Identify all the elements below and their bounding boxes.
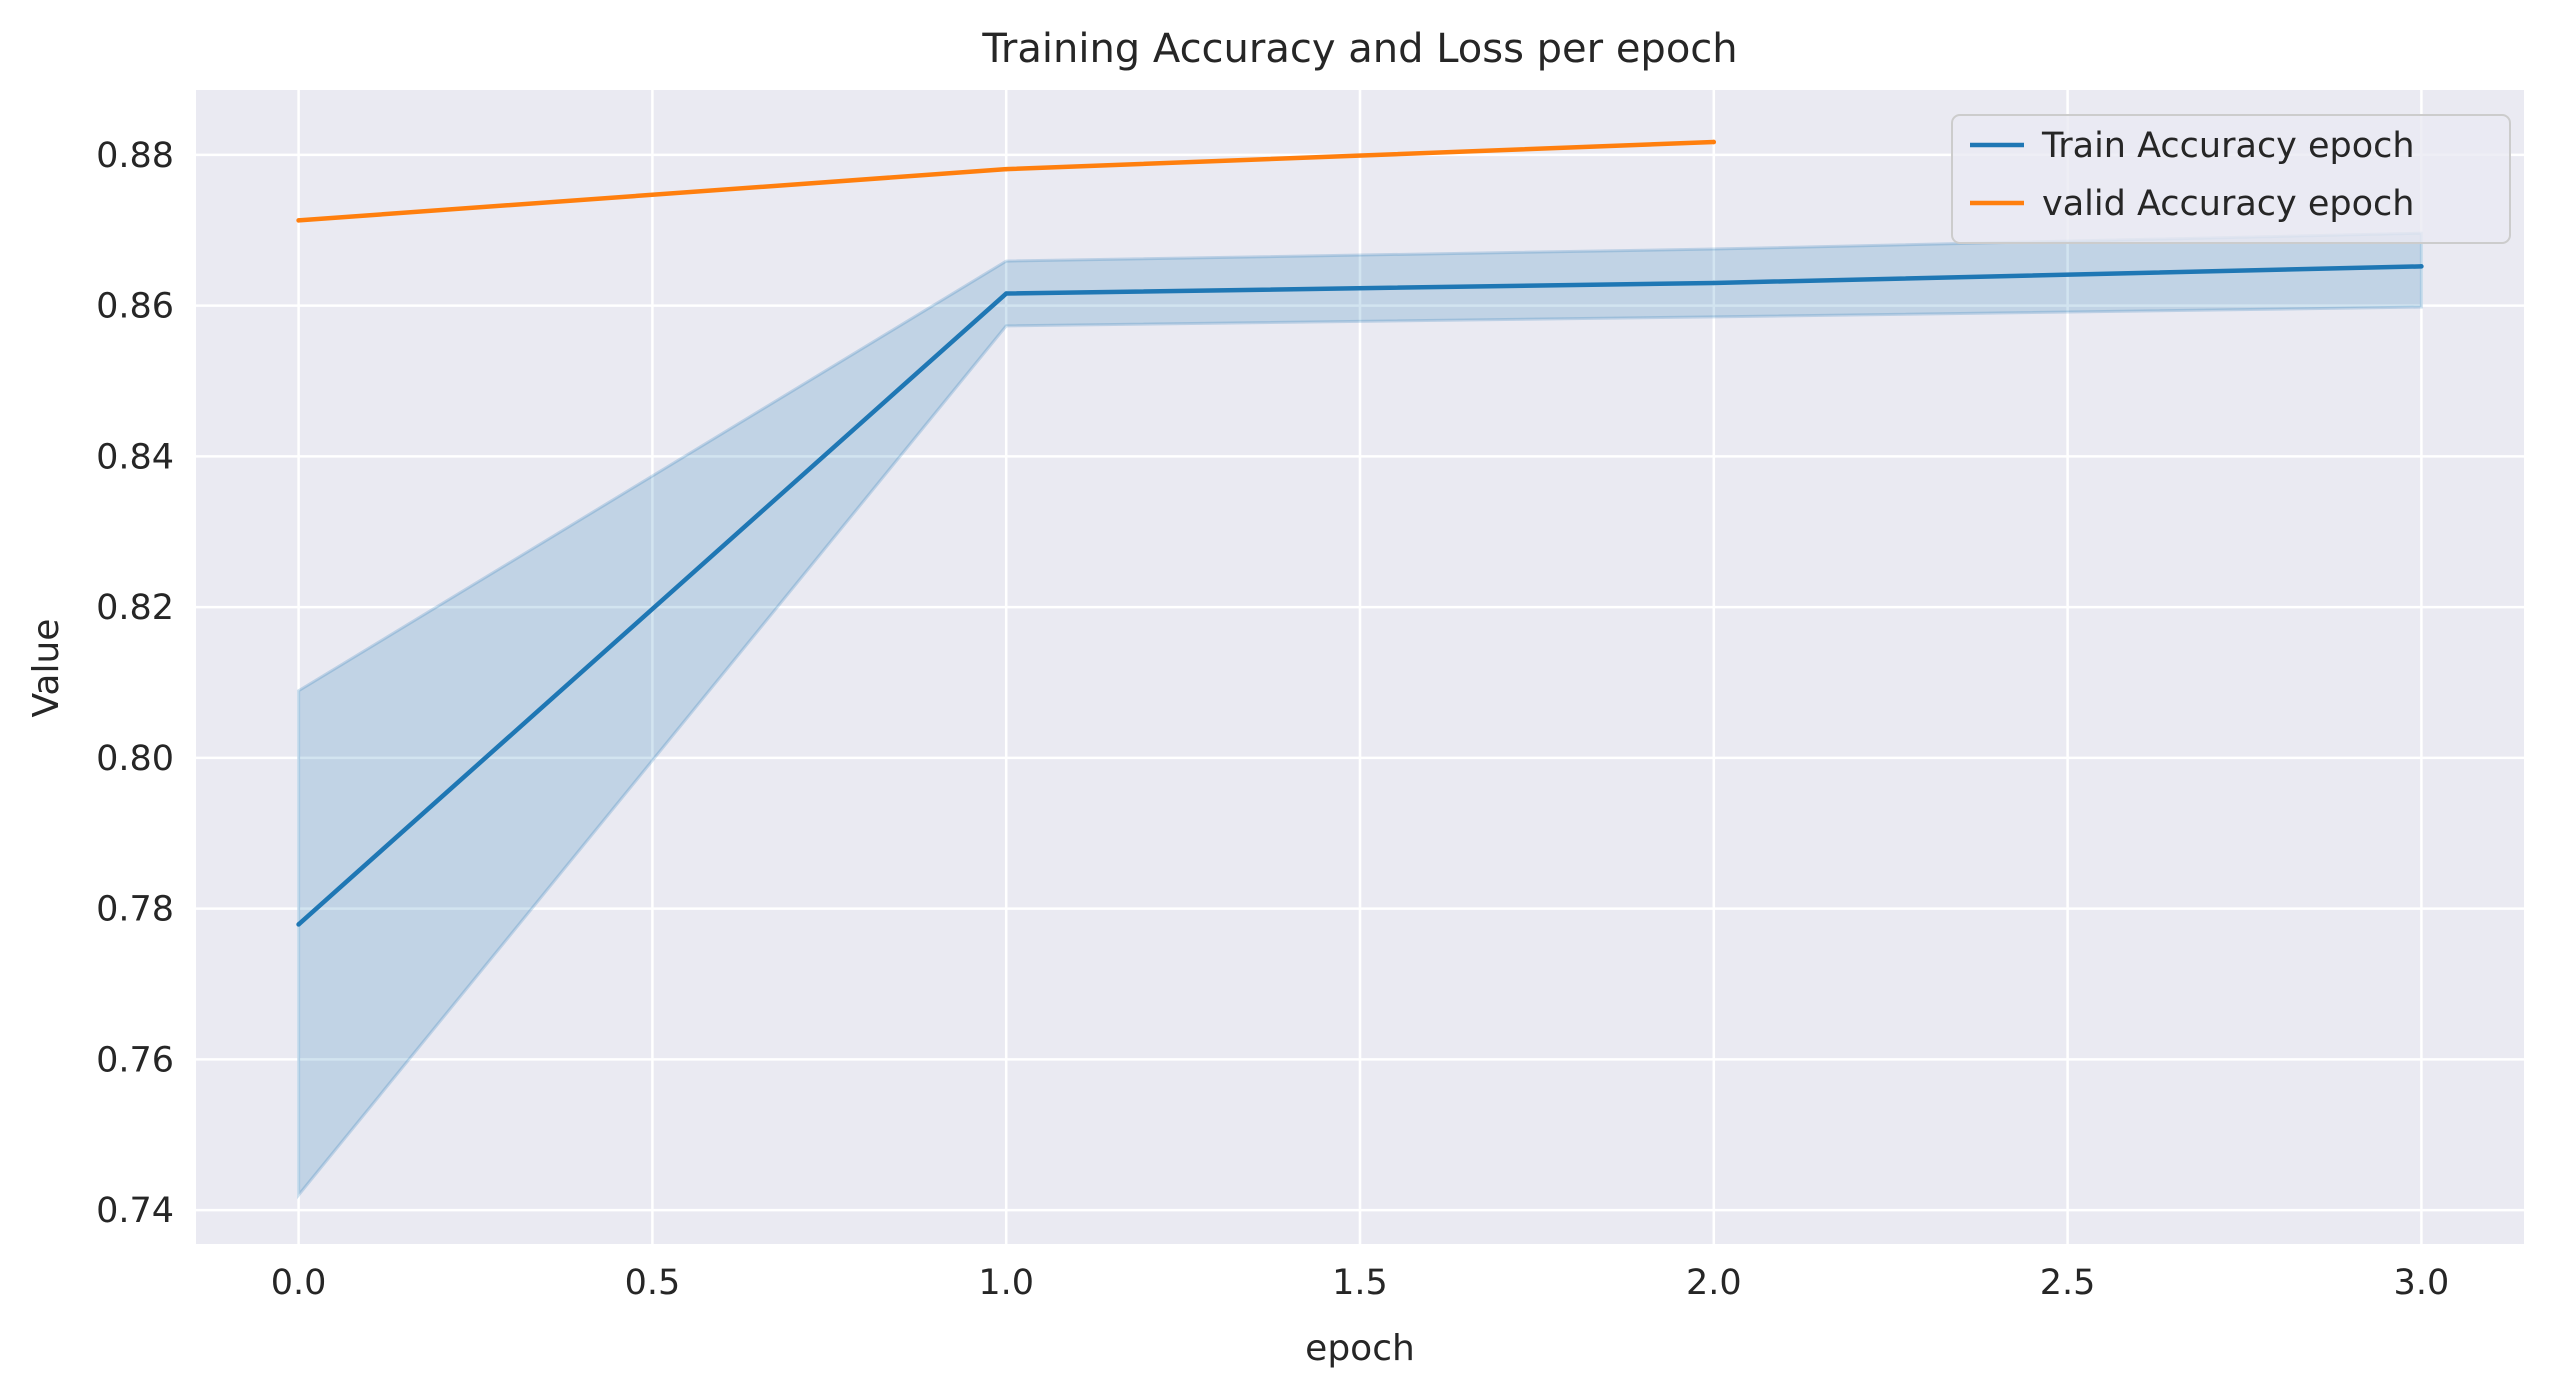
data-point-1 — [1711, 139, 1716, 145]
series-lines — [296, 139, 2424, 927]
y-tick-label: 0.86 — [96, 287, 174, 327]
y-tick-label: 0.88 — [96, 136, 174, 176]
y-tick-labels: 0.74 0.76 0.78 0.80 0.82 0.84 0.86 0.88 — [96, 136, 174, 1231]
chart-title: Training Accuracy and Loss per epoch — [981, 26, 1737, 72]
y-tick-label: 0.82 — [96, 588, 174, 628]
legend-label-1: valid Accuracy epoch — [2042, 184, 2414, 224]
data-point-0 — [1004, 291, 1009, 296]
y-tick-label: 0.78 — [96, 890, 174, 930]
x-tick-labels: 0.0 0.5 1.0 1.5 2.0 2.5 3.0 — [271, 1263, 2449, 1303]
x-tick-label: 1.5 — [1332, 1263, 1388, 1303]
x-tick-label: 3.0 — [2394, 1263, 2450, 1303]
x-tick-label: 1.0 — [978, 1263, 1034, 1303]
y-tick-label: 0.74 — [96, 1191, 174, 1231]
y-tick-label: 0.76 — [96, 1040, 174, 1080]
data-point-0 — [2419, 264, 2424, 269]
x-tick-label: 0.0 — [271, 1263, 327, 1303]
x-tick-label: 2.5 — [2040, 1263, 2096, 1303]
confidence-bands — [297, 231, 2423, 1200]
confidence-band-0 — [297, 231, 2423, 1200]
legend-frame — [1951, 114, 2511, 244]
data-point-1 — [1004, 166, 1009, 172]
y-axis-label: Value — [26, 619, 67, 718]
legend-label-0: Train Accuracy epoch — [2041, 126, 2415, 166]
x-axis-label: epoch — [1305, 1328, 1415, 1369]
data-point-0 — [1711, 280, 1716, 286]
y-tick-label: 0.84 — [96, 437, 174, 477]
legend: Train Accuracy epoch valid Accuracy epoch — [1951, 114, 2511, 244]
series-line-0 — [296, 264, 2424, 927]
x-tick-label: 0.5 — [625, 1263, 681, 1303]
y-tick-label: 0.80 — [96, 739, 174, 779]
data-point-1 — [296, 218, 301, 223]
data-point-0 — [296, 922, 301, 927]
x-tick-label: 2.0 — [1686, 1263, 1742, 1303]
